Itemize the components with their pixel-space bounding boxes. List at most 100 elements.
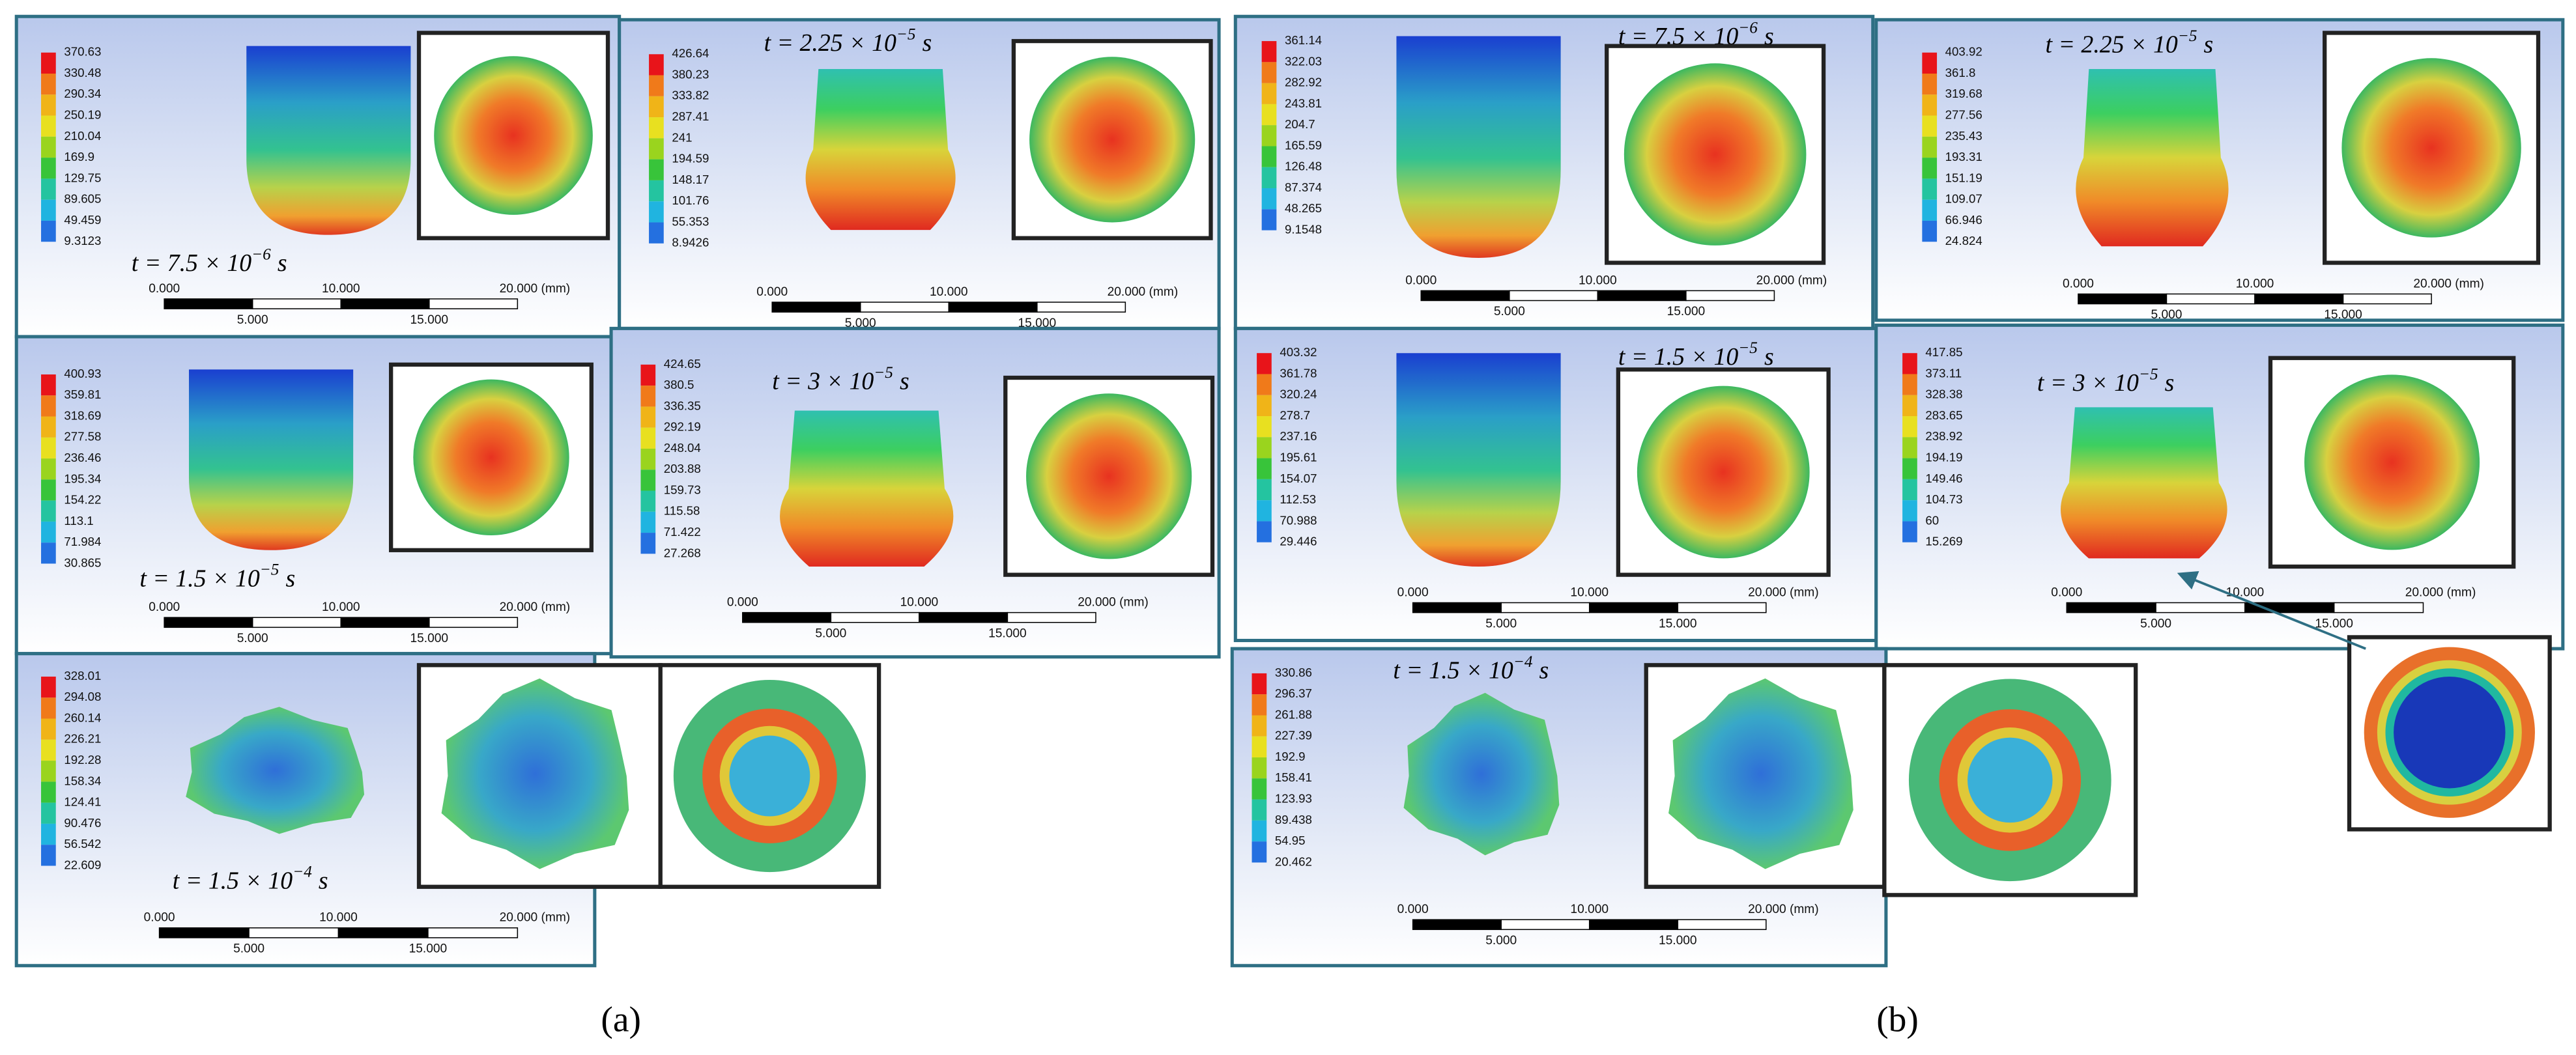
scale-segment — [337, 927, 429, 938]
scale-label: 5.000 — [1485, 617, 1517, 630]
legend-label: 151.19 — [1945, 171, 1982, 184]
scale-segment — [429, 298, 519, 309]
time-base: t = 2.25 × 10 — [2045, 31, 2177, 59]
scale-label: 0.000 — [149, 282, 180, 296]
scale-label: 5.000 — [1485, 934, 1517, 948]
time-base: t = 3 × 10 — [772, 368, 874, 395]
legend-label: 113.1 — [64, 514, 93, 528]
scale-segment — [251, 617, 342, 628]
legend-label: 277.58 — [64, 430, 101, 443]
legend-swatch — [41, 697, 56, 719]
legend-swatch — [640, 386, 656, 407]
legend-label: 294.08 — [64, 690, 101, 703]
legend-label: 195.34 — [64, 471, 101, 485]
time-unit: s — [2165, 369, 2175, 397]
legend-swatch — [41, 521, 56, 543]
scale-segment — [2333, 602, 2424, 613]
sphere — [1624, 63, 1807, 246]
legend-swatch — [640, 364, 656, 386]
legend-label: 109.07 — [1945, 192, 1982, 206]
legend-label: 403.92 — [1945, 45, 1982, 59]
scale-label: 10.000 — [1570, 585, 1609, 599]
specimen — [1396, 353, 1561, 567]
scale-label: 15.000 — [988, 626, 1027, 640]
scale-label: 10.000 — [900, 596, 939, 610]
legend-swatch — [649, 75, 664, 96]
legend-swatch — [1902, 521, 1917, 542]
scale-label: 20.000 (mm) — [1748, 585, 1819, 599]
legend-label: 193.31 — [1945, 150, 1982, 163]
scale-label: 0.000 — [144, 911, 175, 925]
legend-label: 319.68 — [1945, 87, 1982, 100]
legend-label: 426.64 — [672, 46, 709, 60]
legend-label: 90.476 — [64, 816, 101, 830]
time-unit: s — [2204, 31, 2214, 59]
legend-swatch — [1252, 799, 1267, 821]
time-unit: s — [923, 29, 932, 57]
legend-label: 282.92 — [1285, 76, 1322, 89]
scale-segment — [771, 302, 861, 313]
scale-segment — [2155, 602, 2246, 613]
legend-swatch — [1252, 736, 1267, 758]
panel: 328.01 294.08 260.14 226.21 192.28 158.34 124.… — [14, 652, 881, 968]
legend-swatch — [1902, 353, 1917, 374]
panel: 361.14 322.03 282.92 243.81 204.7 165.59 126.4… — [1233, 14, 1875, 330]
legend-label: 283.65 — [1925, 408, 1962, 422]
legend-label: 24.824 — [1945, 234, 1982, 247]
legend-label: 194.59 — [672, 152, 709, 165]
legend-label: 158.41 — [1275, 770, 1312, 784]
panel: 403.92 361.8 319.68 277.56 235.43 193.31 151.1… — [1874, 18, 2565, 322]
legend-label: 204.7 — [1285, 117, 1315, 131]
scale-label: 0.000 — [1405, 274, 1437, 287]
time-label: t = 3 × 10−5 s — [772, 364, 909, 395]
scale-segment — [1037, 302, 1126, 313]
legend-swatch — [1922, 94, 1938, 116]
legend-swatch — [1257, 374, 1272, 395]
scale-segment — [742, 612, 832, 623]
scale-label: 0.000 — [149, 600, 180, 614]
legend-label: 260.14 — [64, 710, 101, 724]
legend-swatch — [649, 180, 664, 202]
legend-label: 248.04 — [664, 441, 701, 455]
scale-segment — [830, 612, 920, 623]
scale-segment — [164, 298, 253, 309]
legend-swatch — [41, 458, 56, 480]
scale-label: 15.000 — [2324, 308, 2362, 322]
legend-swatch — [649, 222, 664, 244]
time-base: t = 1.5 × 10 — [139, 565, 260, 592]
scale-label: 20.000 (mm) — [2413, 277, 2484, 290]
legend-label: 328.01 — [64, 669, 101, 682]
legend-swatch — [640, 533, 656, 554]
time-base: t = 3 × 10 — [2037, 369, 2139, 397]
caption: (a) — [601, 1000, 641, 1039]
legend-label: 370.63 — [64, 45, 101, 59]
legend-swatch — [1252, 673, 1267, 695]
specimen — [1396, 36, 1561, 258]
legend-label: 322.03 — [1285, 54, 1322, 68]
legend-label: 70.988 — [1280, 513, 1317, 527]
scale-label: 5.000 — [815, 626, 846, 640]
panel: 403.32 361.78 320.24 278.7 237.16 195.61 154.0… — [1233, 326, 1878, 643]
scale-segment — [1500, 919, 1590, 931]
time-base: t = 1.5 × 10 — [1393, 656, 1513, 684]
scale-segment — [1677, 602, 1767, 613]
sphere — [2341, 58, 2521, 238]
legend-label: 9.3123 — [64, 234, 101, 247]
scale-segment — [1412, 919, 1502, 931]
scale-segment — [248, 927, 339, 938]
scale-label: 5.000 — [2140, 617, 2171, 630]
legend-label: 373.11 — [1925, 366, 1962, 380]
scale-segment — [1007, 612, 1096, 623]
legend-swatch — [41, 761, 56, 782]
time-base: t = 1.5 × 10 — [1618, 343, 1739, 371]
scale-segment — [1588, 602, 1679, 613]
legend-label: 235.43 — [1945, 129, 1982, 143]
panel: 417.85 373.11 328.38 283.65 238.92 194.19 149.… — [1874, 323, 2565, 651]
time-exponent: −5 — [2178, 27, 2197, 45]
panel: 330.86 296.37 261.88 227.39 192.9 158.41 123.9… — [1230, 647, 2138, 968]
time-exponent: −4 — [1513, 653, 1533, 671]
legend-label: 192.28 — [64, 753, 101, 767]
deformed-specimen — [1668, 678, 1853, 869]
legend-swatch — [1257, 437, 1272, 458]
